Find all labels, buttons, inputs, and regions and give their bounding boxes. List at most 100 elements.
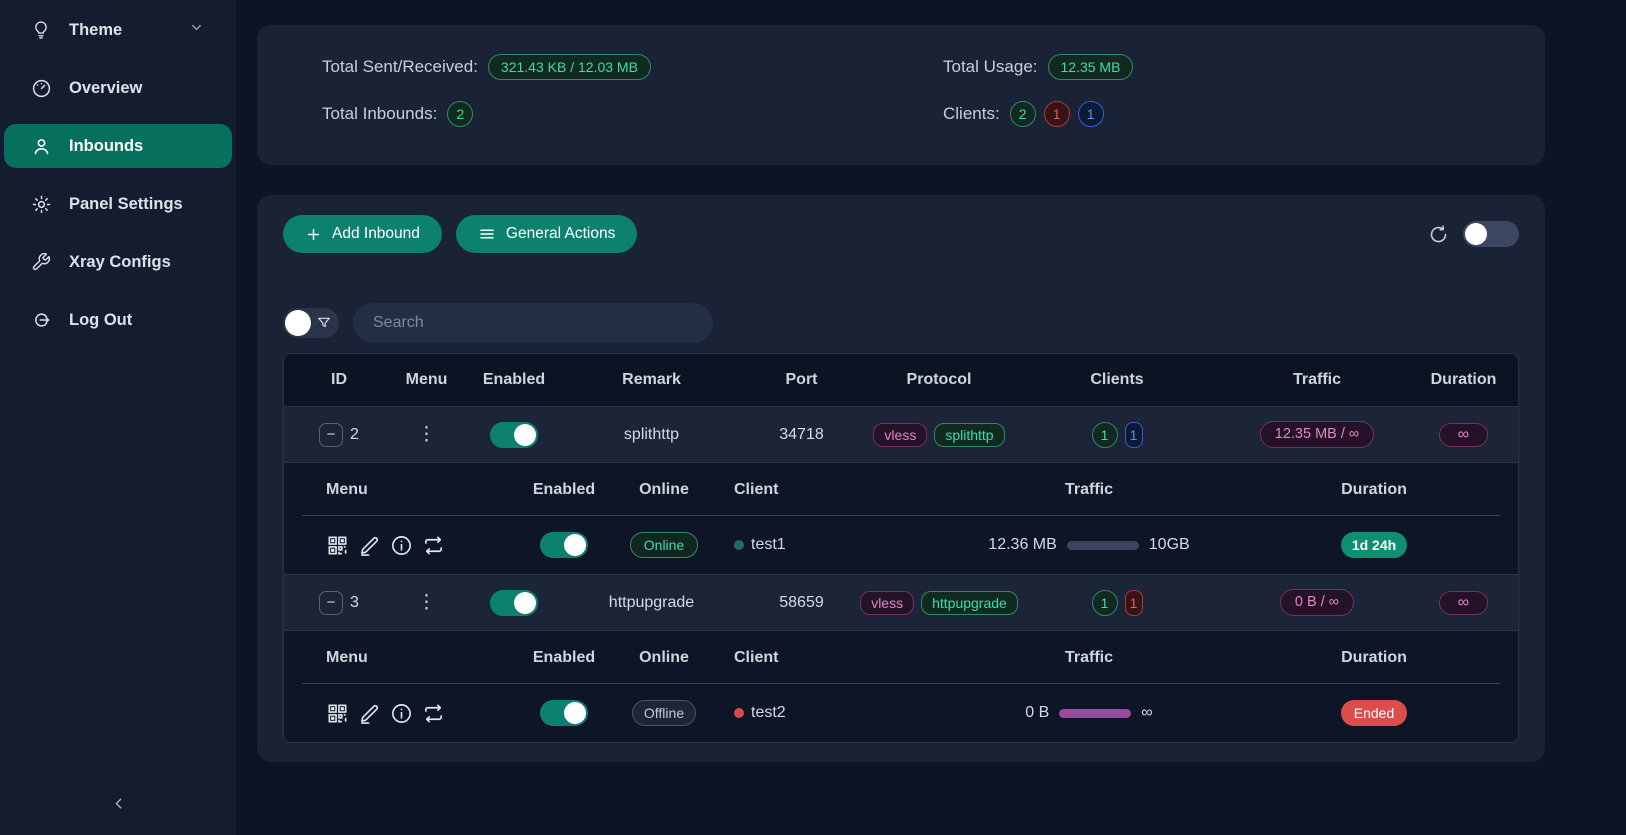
toggle-knob	[514, 591, 536, 614]
subtable-header-row: Menu Enabled Online Client Traffic Durat…	[284, 631, 1518, 684]
protocol-cell: vless splithttp	[869, 422, 1009, 447]
reset-traffic-icon[interactable]	[422, 534, 445, 557]
client-online-cell: Online	[614, 532, 714, 558]
subtable-header-row: Menu Enabled Online Client Traffic Durat…	[284, 463, 1518, 516]
reset-traffic-icon[interactable]	[422, 702, 445, 725]
main-content: Total Sent/Received: 321.43 KB / 12.03 M…	[236, 0, 1626, 835]
inbound-enabled-toggle[interactable]	[490, 421, 538, 448]
traffic-total: 10GB	[1148, 536, 1190, 553]
filter-toggle[interactable]	[283, 308, 339, 338]
edit-icon[interactable]	[358, 534, 381, 557]
sub-col-duration: Duration	[1341, 480, 1407, 498]
general-actions-label: General Actions	[505, 225, 616, 242]
menu-lines-icon	[478, 225, 496, 243]
stat-label: Total Inbounds:	[322, 104, 438, 123]
collapse-row-button[interactable]: −	[319, 422, 344, 447]
client-enabled-cell	[514, 532, 614, 558]
sidebar-item-xray-configs[interactable]: Xray Configs	[4, 240, 232, 284]
sub-col-enabled: Enabled	[532, 480, 596, 498]
collapse-row-button[interactable]: −	[319, 590, 344, 615]
user-icon	[30, 135, 52, 157]
client-online-cell: Offline	[614, 700, 714, 726]
auto-refresh-toggle[interactable]	[1463, 221, 1519, 247]
remark-cell: httpupgrade	[608, 593, 695, 611]
stat-total-inbounds: Total Inbounds: 2	[322, 98, 943, 130]
sidebar-item-label: Theme	[69, 20, 123, 39]
duration-badge: ∞	[1438, 422, 1489, 447]
qrcode-icon[interactable]	[326, 534, 349, 557]
plus-icon	[305, 226, 322, 243]
stat-total-usage: Total Usage: 12.35 MB	[943, 51, 1545, 83]
client-status-dot	[734, 540, 744, 550]
sidebar-item-label: Inbounds	[69, 136, 144, 155]
traffic-total: ∞	[1141, 704, 1153, 721]
logout-icon	[30, 309, 52, 331]
sidebar-item-theme[interactable]: Theme	[4, 8, 232, 52]
client-menu-cell	[284, 702, 514, 725]
client-name: test1	[751, 536, 786, 553]
col-header-traffic: Traffic	[1292, 371, 1341, 388]
edit-icon[interactable]	[358, 702, 381, 725]
client-enabled-toggle[interactable]	[540, 700, 588, 726]
remark-cell: splithttp	[623, 425, 680, 443]
ellipsis-menu-icon[interactable]: ⋮	[417, 424, 436, 445]
client-online-badge: 1	[1124, 421, 1143, 448]
search-input[interactable]	[353, 303, 713, 343]
client-enabled-cell	[514, 700, 614, 726]
sidebar-item-inbounds[interactable]: Inbounds	[4, 124, 232, 168]
enabled-cell	[459, 421, 569, 448]
sub-col-duration: Duration	[1341, 648, 1407, 666]
sidebar-item-label: Xray Configs	[69, 252, 171, 271]
info-icon[interactable]	[390, 702, 413, 725]
add-inbound-label: Add Inbound	[332, 225, 420, 242]
dashboard-icon	[30, 77, 52, 99]
stat-label: Clients:	[943, 104, 1000, 123]
sidebar-item-panel-settings[interactable]: Panel Settings	[4, 182, 232, 226]
traffic-used: 12.36 MB	[988, 536, 1057, 553]
enabled-cell	[459, 589, 569, 616]
inbound-id: 2	[350, 425, 359, 443]
duration-badge: ∞	[1438, 590, 1489, 615]
toggle-knob	[514, 423, 536, 446]
refresh-icon[interactable]	[1428, 224, 1449, 245]
stat-label: Total Sent/Received:	[322, 57, 478, 76]
sidebar-collapse-button[interactable]	[0, 795, 236, 817]
inbound-enabled-toggle[interactable]	[490, 589, 538, 616]
add-inbound-button[interactable]: Add Inbound	[283, 215, 442, 253]
client-enabled-toggle[interactable]	[540, 532, 588, 558]
client-duration-cell: Ended	[1254, 700, 1494, 726]
client-status-dot	[734, 708, 744, 718]
clients-depleted-badge: 1	[1043, 101, 1070, 127]
sidebar-item-overview[interactable]: Overview	[4, 66, 232, 110]
inbounds-panel-card: Add Inbound General Actions	[257, 195, 1545, 762]
menu-cell: ⋮	[394, 425, 459, 444]
clients-cell: 1 1	[1009, 421, 1225, 448]
online-status-badge: Online	[629, 532, 699, 558]
qrcode-icon[interactable]	[326, 702, 349, 725]
toggle-knob	[564, 534, 586, 556]
client-duration-badge: Ended	[1340, 700, 1408, 726]
client-traffic-cell: 0 B ∞	[924, 704, 1254, 722]
stats-card: Total Sent/Received: 321.43 KB / 12.03 M…	[257, 25, 1545, 165]
sent-received-badge: 321.43 KB / 12.03 MB	[487, 54, 651, 80]
sidebar: Theme Overview Inbounds Panel Settings	[0, 0, 236, 835]
duration-cell: ∞	[1409, 422, 1518, 447]
sidebar-item-log-out[interactable]: Log Out	[4, 298, 232, 342]
general-actions-button[interactable]: General Actions	[455, 215, 638, 253]
online-status-badge: Offline	[631, 700, 697, 726]
traffic-cell: 0 B / ∞	[1225, 589, 1409, 616]
col-header-enabled: Enabled	[482, 371, 546, 388]
client-count-badge: 1	[1091, 589, 1118, 616]
sidebar-item-label: Log Out	[69, 310, 133, 329]
client-subtable-inbound-2: Menu Enabled Online Client Traffic Durat…	[284, 462, 1518, 574]
ellipsis-menu-icon[interactable]: ⋮	[417, 592, 436, 613]
gear-icon	[30, 193, 52, 215]
stats-grid: Total Sent/Received: 321.43 KB / 12.03 M…	[322, 51, 1545, 130]
inbounds-table: ID Menu Enabled Remark Port Protocol Cli…	[283, 353, 1519, 743]
search-row	[283, 303, 1519, 343]
port-cell: 34718	[779, 425, 824, 443]
info-icon[interactable]	[390, 534, 413, 557]
stat-clients: Clients: 2 1 1	[943, 98, 1545, 130]
toggle-knob	[285, 310, 311, 336]
